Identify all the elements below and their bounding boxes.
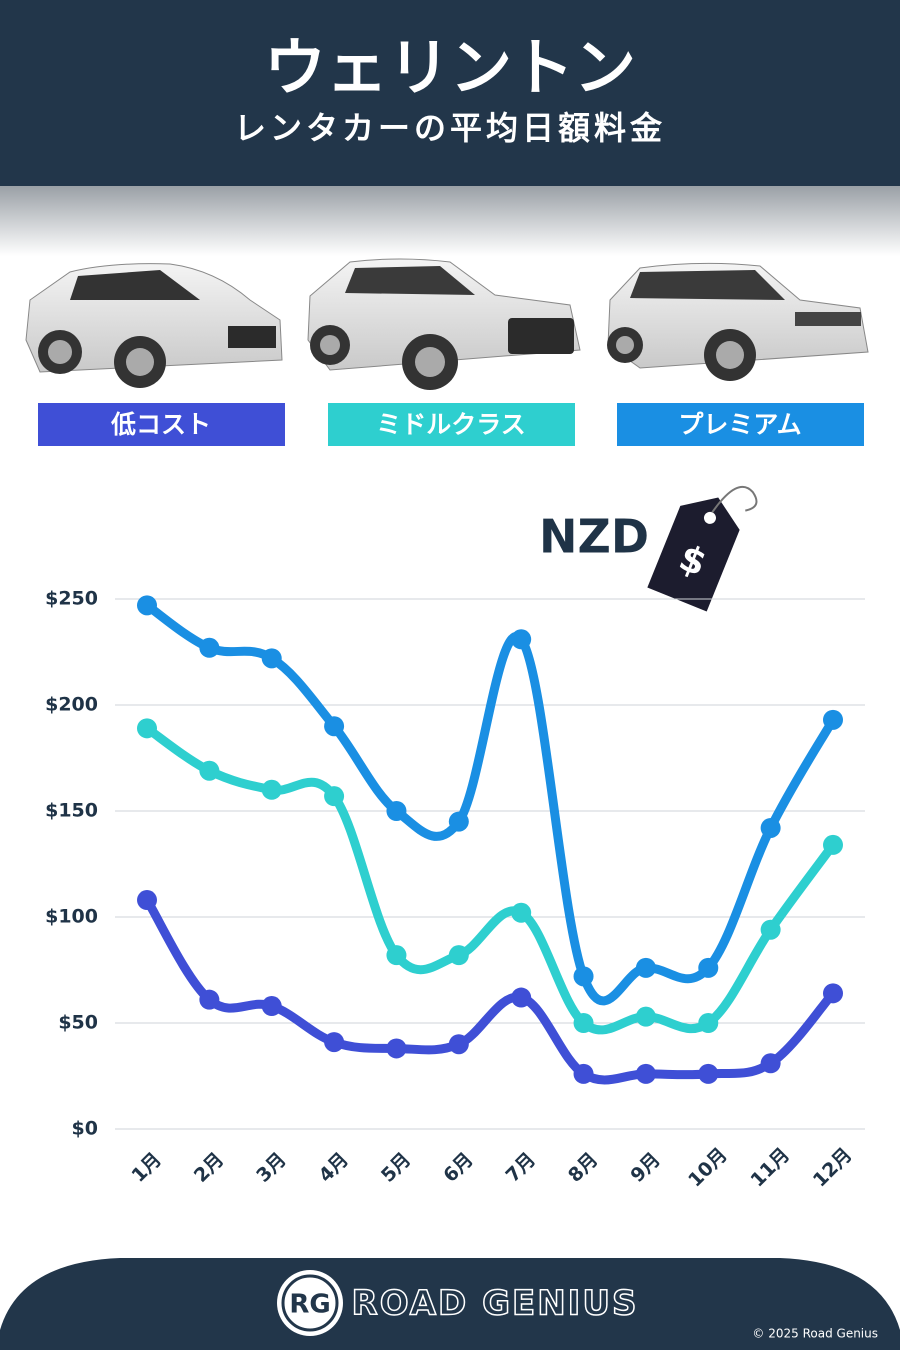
- x-tick-label: 11月: [746, 1144, 794, 1192]
- data-point: [386, 801, 407, 821]
- x-tick-label: 9月: [626, 1148, 664, 1186]
- y-tick-label: $250: [45, 588, 98, 610]
- x-tick-label: 5月: [377, 1148, 415, 1186]
- data-point: [137, 890, 157, 911]
- price-tag: $: [647, 486, 758, 612]
- x-tick-label: 1月: [127, 1148, 165, 1186]
- data-point: [386, 945, 407, 966]
- series-line: [142, 600, 838, 1006]
- y-tick-label: $50: [58, 1012, 98, 1034]
- x-tick-label: 4月: [315, 1148, 353, 1186]
- data-point: [199, 760, 220, 781]
- data-point: [261, 996, 282, 1017]
- data-point: [261, 779, 282, 800]
- data-point: [448, 811, 469, 832]
- data-point: [324, 1032, 345, 1053]
- x-tick-label: 8月: [564, 1148, 602, 1186]
- data-point: [511, 987, 532, 1008]
- data-point: [760, 1053, 781, 1074]
- data-point: [511, 902, 532, 923]
- data-point: [324, 786, 345, 807]
- series-line: [142, 723, 838, 1035]
- x-tick-label: 12月: [809, 1144, 857, 1192]
- currency-annotation: NZD: [539, 510, 649, 564]
- x-tick-label: 10月: [684, 1144, 732, 1192]
- data-point: [760, 817, 781, 838]
- data-point: [760, 919, 781, 940]
- data-point: [635, 1006, 656, 1027]
- logo-ring: [281, 1274, 339, 1332]
- data-point: [261, 648, 282, 669]
- legend-label: ミドルクラス: [376, 410, 526, 439]
- x-tick-label: 6月: [439, 1148, 477, 1186]
- y-tick-label: $150: [45, 800, 98, 822]
- x-tick-label: 3月: [252, 1148, 290, 1186]
- data-point: [823, 834, 843, 855]
- data-point: [635, 1063, 656, 1084]
- data-point: [573, 966, 594, 987]
- legend-swatch: [617, 403, 864, 446]
- data-point: [511, 629, 532, 650]
- legend-label: プレミアム: [678, 410, 801, 439]
- header-band: [0, 0, 900, 186]
- data-point: [635, 957, 656, 978]
- data-point: [573, 1013, 594, 1033]
- data-point: [324, 716, 345, 737]
- plot: $0 $50 $100 $150 $200 $250 1月 2月 3月 4月 5月 6月 7月 8月 9月 1…: [45, 588, 865, 1192]
- data-point: [199, 989, 220, 1010]
- data-point: [448, 1034, 469, 1055]
- data-point: [573, 1063, 594, 1084]
- x-tick-label: 2月: [190, 1148, 228, 1186]
- car-suv: [307, 258, 581, 390]
- x-tick-label: 7月: [502, 1148, 540, 1186]
- data-point: [137, 595, 157, 616]
- data-point: [448, 945, 469, 966]
- car-premium: [607, 262, 869, 381]
- y-tick-label: $100: [45, 906, 98, 928]
- car-hatchback: [25, 263, 283, 388]
- data-point: [823, 709, 843, 730]
- data-point: [698, 957, 719, 978]
- footer-band: [0, 1258, 900, 1350]
- y-tick-label: $0: [72, 1118, 98, 1140]
- legend-label: 低コスト: [110, 410, 211, 439]
- data-point: [698, 1063, 719, 1084]
- data-point: [386, 1038, 407, 1059]
- header-shadow: [0, 186, 900, 256]
- brand: ROAD GENIUS: [352, 1284, 639, 1324]
- data-point: [137, 718, 157, 739]
- title: ウェリントン: [264, 31, 636, 104]
- logo-circle: [277, 1270, 343, 1336]
- data-point: [199, 637, 220, 658]
- logo-text: RG: [289, 1290, 330, 1320]
- data-point: [823, 983, 843, 1004]
- data-point: [698, 1013, 719, 1033]
- legend: 低コスト ミドルクラス プレミアム: [38, 403, 864, 446]
- copyright: © 2025 Road Genius: [752, 1327, 878, 1341]
- subtitle: レンタカーの平均日額料金: [234, 109, 666, 147]
- y-tick-label: $200: [45, 694, 98, 716]
- legend-swatch: [328, 403, 575, 446]
- legend-swatch: [38, 403, 285, 446]
